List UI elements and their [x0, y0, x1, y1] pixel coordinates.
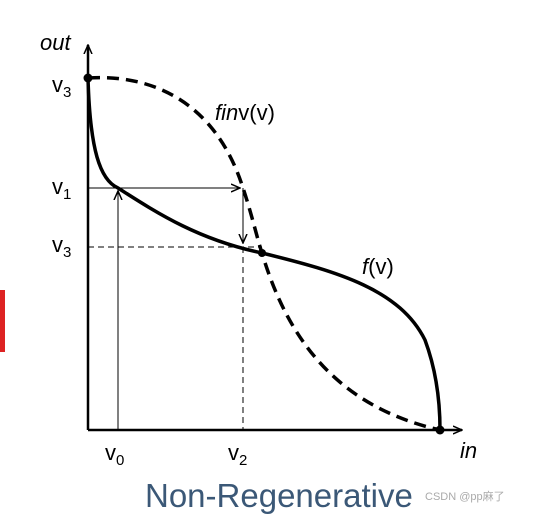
curve-label: finv(v) [215, 100, 275, 125]
label-italic: fin [215, 100, 238, 125]
label-base: v [52, 174, 63, 199]
label-sub: 2 [239, 452, 247, 469]
label-sub: 0 [116, 452, 124, 469]
point [83, 73, 93, 83]
red-marker [0, 290, 5, 352]
label-base: v [228, 440, 239, 465]
curve-label: f(v) [362, 254, 394, 279]
label-base: v [105, 440, 116, 465]
watermark: CSDN @pp麻了 [425, 489, 505, 503]
x-axis-label: in [460, 438, 477, 463]
label-rest: (v) [368, 254, 394, 279]
y-label: v1 [52, 174, 71, 203]
label-sub: 3 [63, 244, 71, 261]
label-sub: 3 [63, 84, 71, 101]
point [435, 425, 445, 435]
label-sub: 1 [63, 186, 71, 203]
label-italic: f [362, 254, 371, 279]
y-label: v3 [52, 232, 71, 261]
y-label: v3 [52, 72, 71, 101]
label-base: v [52, 72, 63, 97]
x-label: v2 [228, 440, 247, 469]
caption: Non-Regenerative [145, 477, 413, 514]
point [258, 249, 266, 257]
finv-curve [87, 75, 441, 432]
label-base: v [52, 232, 63, 257]
y-axis-label: out [40, 30, 71, 55]
x-label: v0 [105, 440, 124, 469]
label-rest: v(v) [238, 100, 275, 125]
